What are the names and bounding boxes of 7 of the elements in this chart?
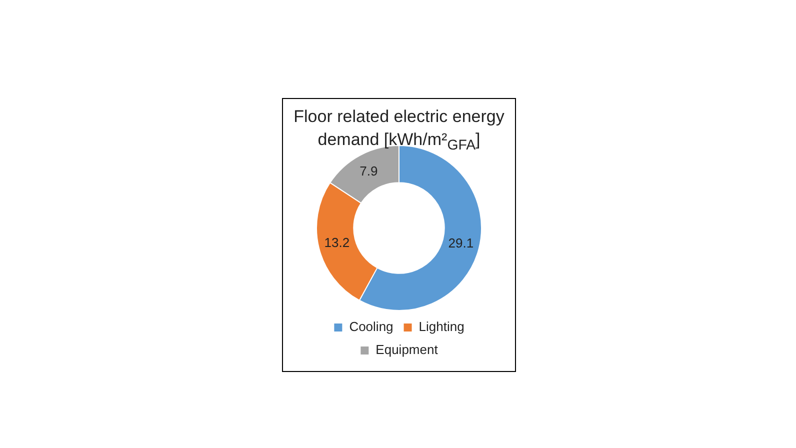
data-label: 13.2 [324, 235, 350, 250]
chart-title: Floor related electric energy demand [kWh/m²$_{GFA}$] [292, 106, 506, 156]
legend-label: Equipment [376, 342, 438, 358]
legend-label: Cooling [349, 319, 394, 334]
legend-label: Lighting [418, 319, 464, 334]
data-label: 7.9 [360, 163, 378, 178]
data-label: 29.1 [448, 235, 474, 250]
